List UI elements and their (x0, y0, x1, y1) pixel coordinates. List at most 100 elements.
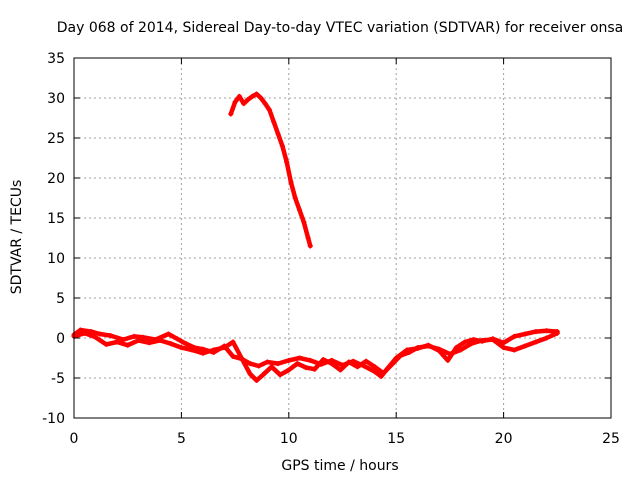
data-point (245, 97, 251, 103)
data-point (292, 195, 298, 201)
series-trace (228, 91, 313, 249)
data-point (275, 131, 281, 137)
data-point (286, 357, 292, 363)
data-point (183, 341, 189, 347)
x-tick-label: 0 (70, 431, 79, 447)
data-point (239, 355, 245, 361)
data-point (372, 364, 378, 370)
y-tick-label: 20 (47, 171, 65, 187)
data-point (346, 359, 352, 365)
data-point (254, 377, 260, 383)
data-point (166, 331, 172, 337)
data-point (103, 341, 109, 347)
data-point (294, 361, 300, 367)
data-point (406, 349, 412, 355)
data-point (533, 329, 539, 335)
data-point (389, 361, 395, 367)
data-point (108, 333, 114, 339)
data-point (269, 364, 275, 370)
x-tick-label: 15 (387, 431, 405, 447)
data-point (236, 93, 242, 99)
data-point (380, 370, 386, 376)
data-point (544, 328, 550, 334)
y-tick-label: 25 (47, 131, 65, 147)
data-point (337, 367, 343, 373)
x-tick-label: 25 (602, 431, 620, 447)
data-point (522, 343, 528, 349)
data-point (92, 334, 98, 340)
data-point (277, 372, 283, 378)
y-tick-label: -10 (42, 411, 65, 427)
data-point (447, 351, 453, 357)
data-point (425, 343, 431, 349)
x-tick-label: 10 (280, 431, 298, 447)
data-point (490, 337, 496, 343)
data-point (303, 365, 309, 371)
data-point (131, 333, 137, 339)
data-point (178, 345, 184, 351)
y-tick-label: 30 (47, 91, 65, 107)
data-point (260, 372, 266, 378)
data-point (397, 353, 403, 359)
data-points (71, 91, 560, 383)
data-point (284, 159, 290, 165)
data-point (458, 347, 464, 353)
data-point (140, 334, 146, 340)
axis-ticks: 0 5 10 15 20 25 -10 -5 0 5 10 15 20 25 30 35 (42, 51, 620, 447)
data-point (533, 339, 539, 345)
data-point (378, 373, 384, 379)
data-point (544, 335, 550, 341)
y-tick-label: 35 (47, 51, 65, 67)
data-point (522, 331, 528, 337)
data-point (279, 143, 285, 149)
data-point (97, 331, 103, 337)
y-axis-label: SDTVAR / TECUs (9, 180, 25, 295)
y-tick-label: -5 (51, 371, 65, 387)
data-point (301, 219, 307, 225)
data-point (511, 333, 517, 339)
data-point (82, 330, 88, 336)
data-point (479, 337, 485, 343)
data-point (415, 345, 421, 351)
data-point (307, 357, 313, 363)
data-point (125, 342, 131, 348)
data-point (468, 341, 474, 347)
data-point (262, 101, 268, 107)
data-point (511, 347, 517, 353)
data-point (228, 111, 234, 117)
x-axis-label: GPS time / hours (281, 458, 398, 474)
data-point (254, 91, 260, 97)
data-point (307, 243, 313, 249)
data-point (501, 345, 507, 351)
data-point (320, 357, 326, 363)
y-tick-label: 5 (56, 291, 65, 307)
sdtvar-low-band-b (71, 330, 560, 383)
data-point (135, 337, 141, 343)
data-point (200, 350, 206, 356)
data-point (445, 357, 451, 363)
data-point (114, 339, 120, 345)
data-point (363, 358, 369, 364)
data-point (241, 101, 247, 107)
data-point (355, 364, 361, 370)
data-point (256, 363, 262, 369)
data-point (436, 346, 442, 352)
data-point (266, 107, 272, 113)
data-point (157, 337, 163, 343)
data-point (189, 347, 195, 353)
data-point (258, 95, 264, 101)
x-tick-label: 20 (495, 431, 513, 447)
data-point (120, 337, 126, 343)
data-point (174, 336, 180, 342)
data-point (264, 359, 270, 365)
data-point (305, 235, 311, 241)
data-point (554, 330, 560, 336)
data-point (501, 340, 507, 346)
data-point (230, 353, 236, 359)
data-point (230, 339, 236, 345)
data-point (372, 369, 378, 375)
data-point (247, 361, 253, 367)
x-tick-label: 5 (177, 431, 186, 447)
data-point (232, 99, 238, 105)
